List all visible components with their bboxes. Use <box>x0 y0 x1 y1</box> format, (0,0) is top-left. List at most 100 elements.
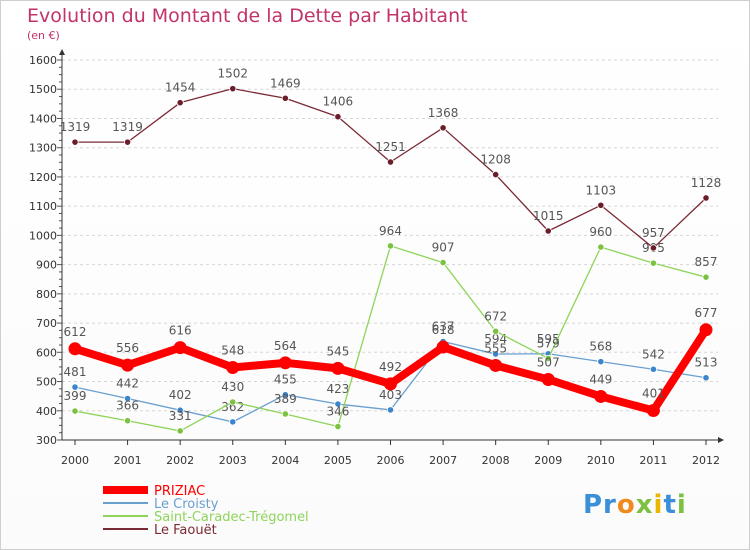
x-tick-label: 2012 <box>692 454 720 467</box>
data-label: 423 <box>326 382 349 396</box>
data-label: 1502 <box>217 67 248 81</box>
data-label: 513 <box>695 356 718 370</box>
data-point <box>544 227 552 235</box>
legend-label: Le Croisty <box>154 497 219 512</box>
data-point <box>597 201 605 209</box>
data-point <box>702 194 710 202</box>
data-point <box>541 372 555 386</box>
data-point <box>281 94 289 102</box>
data-label: 1319 <box>112 120 143 134</box>
data-point <box>489 358 503 372</box>
chart-title: Evolution du Montant de la Dette par Hab… <box>27 5 468 27</box>
data-point <box>334 400 342 408</box>
data-label: 1015 <box>533 209 564 223</box>
x-tick-label: 2004 <box>271 454 299 467</box>
proxiti-logo: Proxiti <box>583 490 687 520</box>
data-label: 1208 <box>480 153 511 167</box>
data-label: 612 <box>64 325 87 339</box>
data-label: 857 <box>695 255 718 269</box>
data-label: 568 <box>589 340 612 354</box>
data-point <box>173 341 187 355</box>
x-tick-label: 2010 <box>587 454 615 467</box>
data-point <box>544 354 552 363</box>
data-point <box>384 377 397 391</box>
data-point <box>594 389 608 403</box>
y-tick-label: 500 <box>36 376 57 389</box>
data-label: 1454 <box>165 81 196 95</box>
data-point <box>597 358 605 366</box>
data-point <box>492 327 500 335</box>
data-point <box>278 356 292 370</box>
data-label: 331 <box>169 409 192 423</box>
data-point <box>702 374 710 382</box>
data-point <box>229 398 237 406</box>
data-label: 430 <box>221 380 244 394</box>
x-tick-label: 2002 <box>166 454 194 467</box>
data-point <box>176 99 184 107</box>
data-point <box>386 242 395 250</box>
y-tick-label: 1000 <box>29 229 57 242</box>
data-label: 677 <box>695 306 718 320</box>
data-label: 402 <box>169 388 192 402</box>
data-label: 556 <box>116 341 139 355</box>
data-label: 346 <box>326 405 349 419</box>
data-label: 957 <box>642 226 665 240</box>
y-tick-label: 1600 <box>29 54 57 67</box>
data-point <box>123 417 132 425</box>
data-label: 907 <box>432 241 455 255</box>
data-point <box>176 406 184 414</box>
y-tick-label: 800 <box>36 288 57 301</box>
data-point <box>436 340 450 354</box>
data-label: 964 <box>379 224 402 238</box>
data-point <box>492 170 500 179</box>
data-point <box>123 138 132 146</box>
data-label: 389 <box>274 392 297 406</box>
data-label: 564 <box>274 339 297 353</box>
data-point <box>229 85 237 93</box>
data-point <box>646 403 660 417</box>
data-label: 442 <box>116 376 139 390</box>
data-point <box>439 124 447 132</box>
data-label: 637 <box>432 319 455 333</box>
data-point <box>71 383 79 391</box>
y-tick-label: 600 <box>36 346 57 359</box>
data-point <box>121 358 135 372</box>
y-axis-arrow <box>59 49 65 55</box>
legend-label: PRIZIAC <box>154 484 205 499</box>
data-point <box>226 361 240 375</box>
data-point <box>597 243 605 251</box>
data-point <box>386 158 395 166</box>
data-point <box>334 113 342 121</box>
data-label: 481 <box>64 365 87 379</box>
x-tick-label: 2011 <box>639 454 667 467</box>
data-point <box>281 410 289 418</box>
y-tick-label: 1400 <box>29 112 57 125</box>
x-tick-label: 2001 <box>114 454 142 467</box>
data-point <box>702 273 710 281</box>
data-label: 1128 <box>691 176 722 190</box>
data-label: 1103 <box>586 183 617 197</box>
y-tick-label: 1100 <box>29 200 57 213</box>
y-tick-label: 400 <box>36 405 57 418</box>
data-label: 507 <box>537 355 560 369</box>
x-tick-label: 2008 <box>482 454 510 467</box>
data-label: 548 <box>221 344 244 358</box>
data-label: 449 <box>589 372 612 386</box>
legend-label: Saint-Caradec-Trégomel <box>154 510 309 525</box>
data-point <box>71 138 79 146</box>
data-label: 1406 <box>323 95 354 109</box>
data-label: 403 <box>379 388 402 402</box>
data-point <box>176 427 184 435</box>
y-tick-label: 1200 <box>29 171 57 184</box>
data-point <box>123 394 132 403</box>
data-point <box>229 418 237 426</box>
data-label: 1469 <box>270 76 301 90</box>
data-label: 555 <box>484 341 507 355</box>
x-tick-label: 2003 <box>219 454 247 467</box>
data-point <box>68 342 82 356</box>
data-point <box>492 350 500 358</box>
x-tick-label: 2007 <box>429 454 457 467</box>
data-label: 542 <box>642 347 665 361</box>
